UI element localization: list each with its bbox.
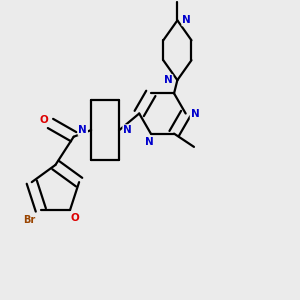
Text: N: N xyxy=(182,15,191,26)
Text: Br: Br xyxy=(23,215,35,225)
Text: N: N xyxy=(145,137,154,147)
Text: N: N xyxy=(123,125,132,135)
Text: N: N xyxy=(78,125,87,135)
Text: N: N xyxy=(190,109,199,118)
Text: N: N xyxy=(164,75,172,85)
Text: O: O xyxy=(71,213,80,223)
Text: O: O xyxy=(40,115,48,125)
